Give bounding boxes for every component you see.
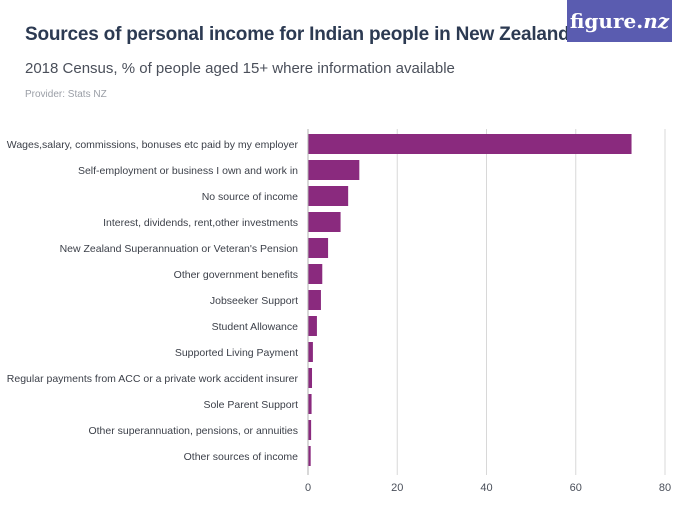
category-label: New Zealand Superannuation or Veteran's … xyxy=(60,243,299,255)
bar[interactable] xyxy=(308,368,313,388)
bar[interactable] xyxy=(308,238,329,258)
bar[interactable] xyxy=(308,316,317,336)
logo-text-nz: nz xyxy=(643,9,670,33)
data-provider: Provider: Stats NZ xyxy=(25,89,107,100)
x-tick-label: 60 xyxy=(570,482,582,494)
bar[interactable] xyxy=(308,134,632,154)
x-tick-label: 20 xyxy=(391,482,403,494)
bar[interactable] xyxy=(308,342,313,362)
bar[interactable] xyxy=(308,186,349,206)
bar[interactable] xyxy=(308,160,360,180)
bar[interactable] xyxy=(308,420,312,440)
category-label: Other government benefits xyxy=(174,269,298,281)
category-label: Wages,salary, commissions, bonuses etc p… xyxy=(7,139,299,151)
category-label: Jobseeker Support xyxy=(210,295,298,307)
category-label: Self-employment or business I own and wo… xyxy=(78,165,298,177)
category-label: Sole Parent Support xyxy=(203,399,298,411)
category-label: Other superannuation, pensions, or annui… xyxy=(88,425,298,437)
logo-text-main: figure. xyxy=(569,9,644,33)
bar[interactable] xyxy=(308,212,341,232)
bar[interactable] xyxy=(308,446,311,466)
x-tick-label: 0 xyxy=(305,482,311,494)
category-label: Regular payments from ACC or a private w… xyxy=(7,373,299,385)
x-tick-label: 40 xyxy=(480,482,492,494)
chart-subtitle: 2018 Census, % of people aged 15+ where … xyxy=(25,60,455,77)
bar[interactable] xyxy=(308,290,321,310)
bar[interactable] xyxy=(308,394,312,414)
figure-nz-logo[interactable]: figure. nz xyxy=(567,0,672,42)
category-label: Supported Living Payment xyxy=(175,347,298,359)
bar[interactable] xyxy=(308,264,323,284)
chart-title: Sources of personal income for Indian pe… xyxy=(25,24,570,45)
category-label: Student Allowance xyxy=(212,321,299,333)
category-label: Other sources of income xyxy=(184,451,299,463)
category-label: No source of income xyxy=(202,191,298,203)
category-label: Interest, dividends, rent,other investme… xyxy=(103,217,298,229)
x-tick-label: 80 xyxy=(659,482,671,494)
